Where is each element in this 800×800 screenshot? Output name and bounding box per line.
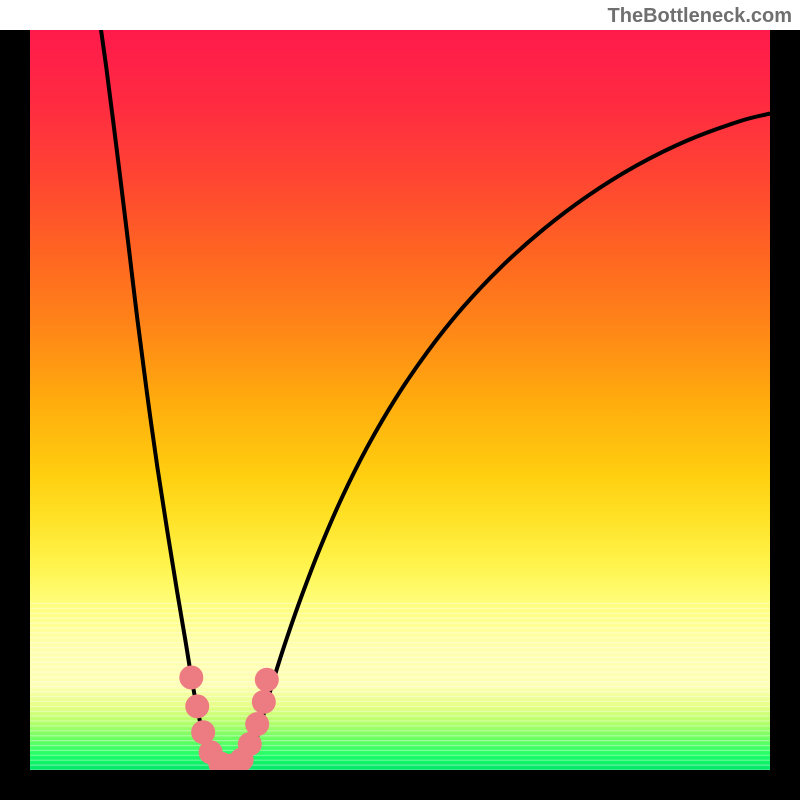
gradient-background: [30, 30, 770, 770]
lower-band-stripes: [30, 604, 770, 771]
watermark-text: TheBottleneck.com: [608, 5, 792, 27]
chart-svg: TheBottleneck.com: [0, 0, 800, 800]
bottleneck-chart: TheBottleneck.com: [0, 0, 800, 800]
